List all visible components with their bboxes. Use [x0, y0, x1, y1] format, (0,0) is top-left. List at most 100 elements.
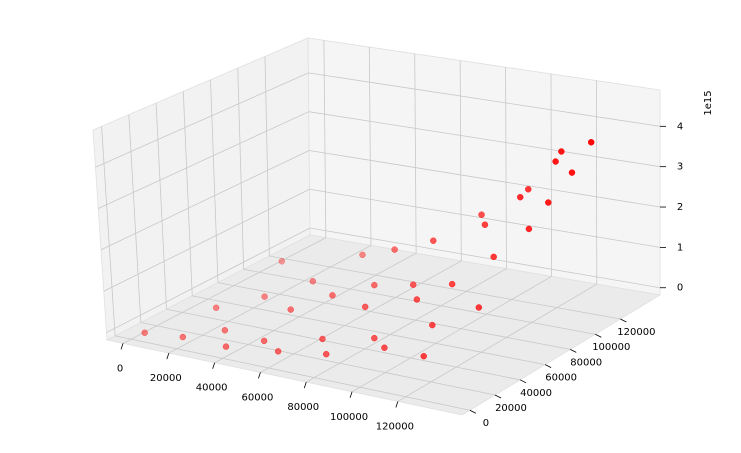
data-point [545, 199, 552, 206]
tick-mark [494, 394, 502, 399]
tick-mark [469, 409, 477, 414]
x-tick-label: 20000 [150, 373, 182, 384]
grid-line [95, 72, 309, 168]
y-tick-label: 120000 [617, 327, 655, 338]
grid-line [103, 188, 310, 292]
grid-line [308, 72, 661, 127]
z-offset-label: 1e15 [703, 90, 714, 115]
grid-line [505, 67, 507, 269]
tick-mark [120, 343, 124, 350]
data-point [409, 281, 417, 288]
data-point [587, 139, 595, 146]
tick-mark [166, 352, 170, 360]
grid-line [98, 111, 309, 209]
y-tick-label: 0 [483, 418, 489, 429]
z-tick-label: 1 [677, 242, 683, 253]
data-point [329, 292, 336, 299]
grid-line [140, 322, 496, 396]
grid-line [368, 47, 372, 246]
data-point [359, 251, 366, 259]
data-point [429, 321, 436, 329]
data-point [179, 333, 187, 341]
grid-line [217, 282, 571, 350]
grid-line [308, 111, 661, 168]
data-point [361, 303, 369, 311]
data-point [525, 225, 533, 233]
tick-mark [395, 401, 399, 408]
data-point [381, 344, 388, 351]
data-point [322, 350, 330, 358]
tick-mark [212, 362, 216, 369]
grid-line [128, 114, 142, 323]
x-tick-label: 100000 [330, 412, 368, 423]
grid-line [210, 79, 219, 283]
data-point [371, 334, 378, 342]
data-point [568, 169, 576, 176]
grid-line [106, 227, 311, 333]
data-point [525, 186, 532, 193]
data-point [420, 352, 427, 360]
grid-line [309, 227, 661, 289]
data-point [222, 343, 230, 350]
data-point [261, 293, 268, 300]
data-point [274, 348, 282, 355]
tick-mark [570, 349, 577, 353]
data-point [413, 296, 421, 303]
y-tick-label: 100000 [592, 342, 630, 353]
tick-mark [519, 379, 527, 384]
grid-line [323, 40, 327, 238]
grid-line [550, 73, 553, 277]
grid-line [115, 335, 470, 411]
z-tick-label: 3 [677, 162, 683, 173]
tick-mark [303, 381, 307, 389]
x-tick-label: 40000 [196, 383, 228, 394]
data-point [371, 281, 378, 289]
tick-mark [595, 333, 602, 338]
data-point [221, 327, 229, 334]
grid-line [166, 308, 521, 381]
y-tick-label: 60000 [545, 373, 577, 384]
grid-line [192, 295, 546, 366]
data-point [319, 335, 326, 343]
z-tick-label: 2 [677, 202, 683, 213]
y-tick-label: 20000 [495, 403, 527, 414]
y-tick-label: 80000 [570, 357, 602, 368]
data-point [448, 280, 456, 288]
data-point [260, 337, 268, 345]
grid-line [243, 268, 596, 335]
data-point [475, 304, 483, 311]
grid-line [182, 91, 193, 296]
grid-line [414, 53, 417, 254]
y-tick-label: 40000 [520, 388, 552, 399]
grid-line [269, 255, 621, 320]
data-point [430, 237, 437, 244]
tick-mark [349, 391, 353, 398]
x-tick-label: 0 [117, 363, 123, 374]
grid-line [101, 126, 116, 336]
data-point [212, 304, 220, 312]
data-point [287, 306, 294, 313]
tick-mark [544, 364, 552, 368]
grid-line [237, 68, 245, 270]
z-tick-label: 4 [677, 121, 683, 132]
tick-mark [258, 372, 261, 379]
grid-line [309, 150, 661, 208]
data-point [552, 158, 559, 165]
data-point [391, 246, 398, 253]
data-point [481, 221, 489, 228]
x-tick-label: 80000 [287, 402, 319, 413]
grid-line [155, 103, 167, 310]
x-tick-label: 60000 [242, 392, 274, 403]
grid-line [309, 188, 661, 248]
data-point [309, 278, 317, 285]
grid-line [459, 60, 462, 261]
data-point [558, 148, 565, 155]
tick-mark [620, 318, 627, 323]
grid-line [100, 150, 310, 251]
data-point [490, 253, 497, 261]
x-tick-label: 120000 [376, 421, 414, 432]
data-point [478, 211, 485, 218]
grid-line [264, 56, 270, 257]
